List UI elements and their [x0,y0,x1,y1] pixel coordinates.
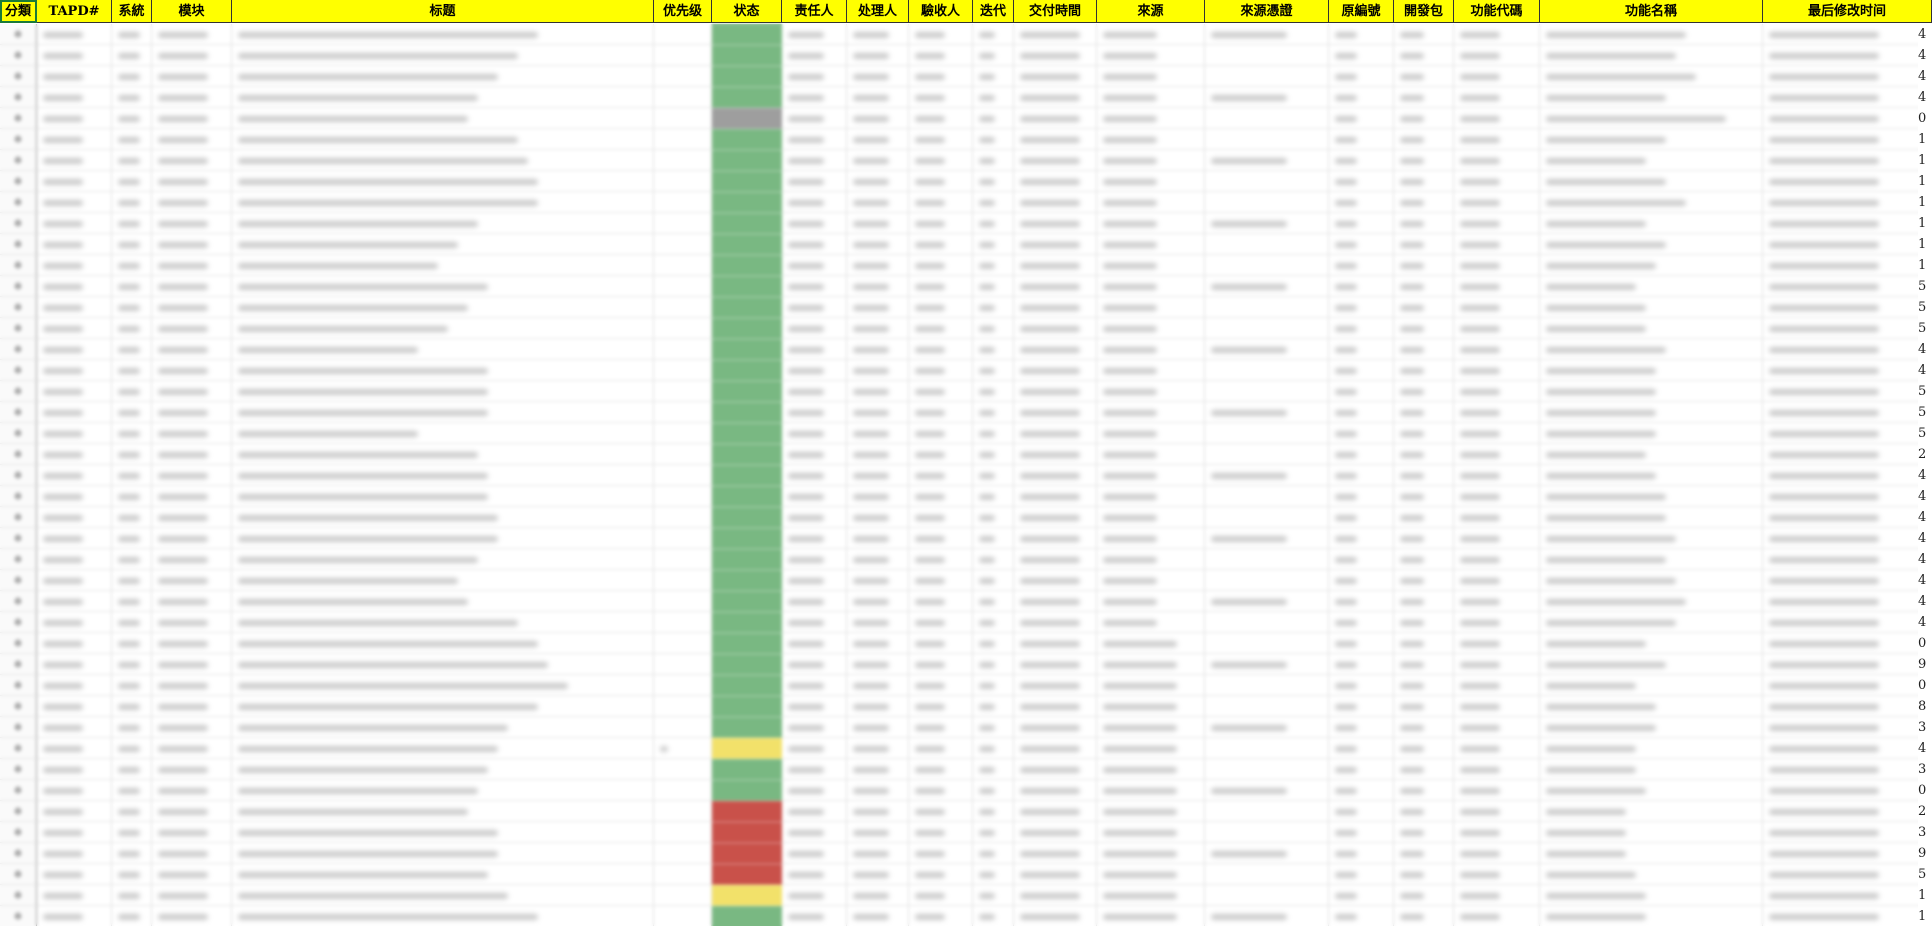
edge-digit: 1 [1918,216,1927,231]
header-cell[interactable]: 來源 [1097,0,1205,23]
header-cell[interactable]: 功能名稱 [1540,0,1763,23]
edge-digit: 1 [1918,888,1927,903]
edge-digit: 4 [1918,468,1927,483]
header-cell[interactable]: 交付時間 [1014,0,1097,23]
edge-digit: 1 [1918,195,1927,210]
edge-digit: 4 [1918,510,1927,525]
edge-digit: 4 [1918,573,1927,588]
edge-digit: 8 [1918,699,1927,714]
edge-digit: 2 [1918,804,1927,819]
edge-digit: 1 [1918,174,1927,189]
header-cell[interactable]: 责任人 [782,0,847,23]
edge-digit: 9 [1918,657,1927,672]
header-cell[interactable]: TAPD# [37,0,112,23]
edge-digit: 5 [1918,405,1927,420]
edge-digit: 5 [1918,426,1927,441]
header-cell[interactable]: 來源憑證 [1205,0,1329,23]
edge-digit: 3 [1918,825,1927,840]
edge-digit: 4 [1918,531,1927,546]
header-cell[interactable]: 处理人 [847,0,909,23]
edge-digit: 1 [1918,909,1927,924]
edge-digit: 4 [1918,48,1927,63]
edge-digit: 5 [1918,384,1927,399]
header-cell[interactable]: 功能代碼 [1454,0,1540,23]
header-cell[interactable]: 标题 [232,0,654,23]
edge-digit: 4 [1918,615,1927,630]
edge-digit: 1 [1918,258,1927,273]
edge-digit: 1 [1918,237,1927,252]
edge-digit: 4 [1918,594,1927,609]
header-cell[interactable]: 驗收人 [909,0,973,23]
edge-digit: 0 [1918,111,1927,126]
edge-digit: 4 [1918,69,1927,84]
edge-digit: 4 [1918,552,1927,567]
header-cell[interactable]: 分類 [0,0,37,23]
header-cell[interactable]: 系統 [112,0,152,23]
header-row: 分類 TAPD# 系統 模块 标题 优先级 状态 责任人 处理人 驗收人 迭代 交付時間 來源 來源憑證原… [0,0,1932,24]
header-cell[interactable]: 迭代 [973,0,1014,23]
header-cell[interactable]: 状态 [712,0,782,23]
edge-digit: 5 [1918,867,1927,882]
edge-digit: 2 [1918,447,1927,462]
edge-digit: 5 [1918,321,1927,336]
header-cell[interactable]: 模块 [152,0,232,23]
redaction-blur [0,24,1932,926]
edge-digit: 5 [1918,300,1927,315]
edge-digit: 0 [1918,636,1927,651]
edge-digit: 4 [1918,741,1927,756]
header-cell[interactable]: 最后修改时间 [1763,0,1932,23]
edge-digit: 4 [1918,342,1927,357]
edge-digit: 4 [1918,363,1927,378]
edge-digit: 1 [1918,153,1927,168]
edge-digit: 9 [1918,846,1927,861]
edge-digit: 4 [1918,489,1927,504]
edge-digit: 4 [1918,90,1927,105]
edge-digit: 3 [1918,720,1927,735]
header-cell[interactable]: 优先级 [654,0,712,23]
edge-digit: 3 [1918,762,1927,777]
edge-digit: 4 [1918,27,1927,42]
edge-digit: 5 [1918,279,1927,294]
right-edge-column: 4 4 4 4 0 1 1 1 1 1 1 1 5 5 5 4 4 5 5 5 2 4 4 4 4 4 4 4 4 0 9 0 8 3 4 3 0 2 3 9… [1918,24,1932,926]
edge-digit: 0 [1918,783,1927,798]
edge-digit: 0 [1918,678,1927,693]
edge-digit: 1 [1918,132,1927,147]
header-cell[interactable]: 原編號 [1329,0,1394,23]
header-cell[interactable]: 開發包 [1394,0,1454,23]
